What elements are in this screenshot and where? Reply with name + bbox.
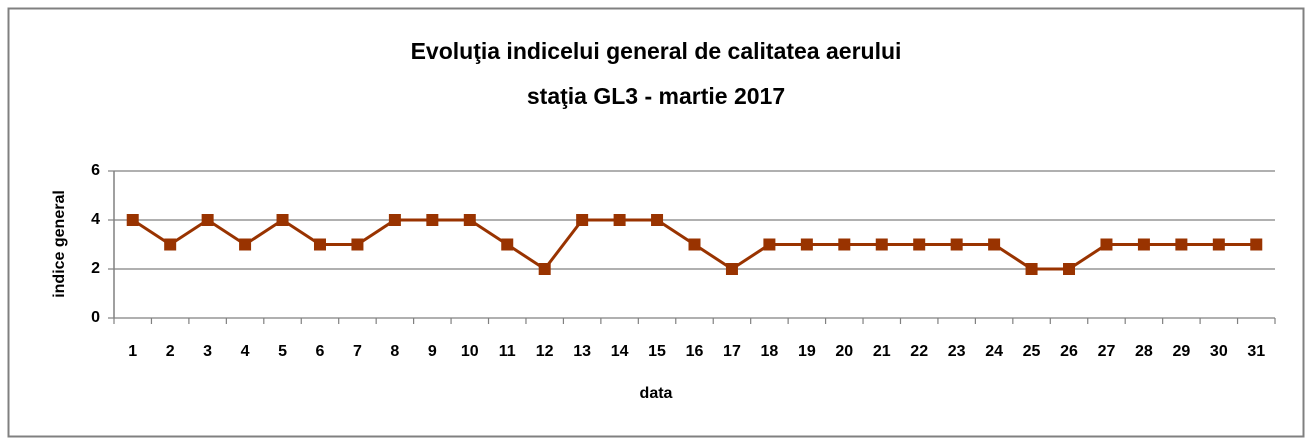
x-tick-label: 20 xyxy=(835,343,853,360)
data-point xyxy=(1100,238,1113,251)
data-point xyxy=(426,214,439,226)
data-point xyxy=(613,214,626,226)
data-point xyxy=(763,238,776,251)
x-tick-label: 13 xyxy=(573,343,591,360)
data-point xyxy=(838,238,851,251)
data-point xyxy=(313,238,326,251)
y-tick-label: 6 xyxy=(91,162,100,179)
data-point xyxy=(538,263,551,275)
data-point xyxy=(1025,263,1038,275)
data-point xyxy=(239,238,252,251)
x-tick-label: 28 xyxy=(1135,343,1153,360)
x-tick-label: 16 xyxy=(686,343,704,360)
data-point xyxy=(1175,238,1188,251)
data-point xyxy=(276,214,289,226)
y-tick-label: 0 xyxy=(91,309,100,326)
data-point xyxy=(651,214,664,226)
x-tick-label: 18 xyxy=(761,343,779,360)
data-point xyxy=(1063,263,1076,275)
data-point xyxy=(351,238,364,251)
x-tick-label: 25 xyxy=(1023,343,1041,360)
data-point xyxy=(725,263,738,275)
x-tick-label: 15 xyxy=(648,343,666,360)
data-point xyxy=(800,238,813,251)
y-tick-label: 4 xyxy=(91,211,100,228)
y-tick-label: 2 xyxy=(91,260,100,277)
data-point xyxy=(1137,238,1150,251)
x-tick-label: 4 xyxy=(241,343,250,360)
x-tick-label: 14 xyxy=(611,343,629,360)
data-point xyxy=(1250,238,1263,251)
data-point xyxy=(988,238,1001,251)
x-tick-label: 22 xyxy=(910,343,928,360)
x-tick-label: 27 xyxy=(1098,343,1116,360)
x-tick-label: 19 xyxy=(798,343,816,360)
x-tick-label: 9 xyxy=(428,343,437,360)
x-tick-label: 1 xyxy=(128,343,137,360)
data-point xyxy=(875,238,888,251)
x-tick-label: 30 xyxy=(1210,343,1228,360)
data-point xyxy=(913,238,926,251)
x-tick-label: 5 xyxy=(278,343,287,360)
data-point xyxy=(201,214,214,226)
data-point xyxy=(950,238,963,251)
data-point xyxy=(688,238,701,251)
x-axis-label: data xyxy=(640,385,673,402)
x-tick-label: 24 xyxy=(985,343,1003,360)
x-tick-label: 6 xyxy=(316,343,325,360)
x-tick-label: 17 xyxy=(723,343,741,360)
y-axis-label: indice general xyxy=(51,190,68,298)
x-tick-label: 11 xyxy=(499,343,516,360)
data-point xyxy=(388,214,401,226)
data-point xyxy=(1212,238,1225,251)
data-point xyxy=(463,214,476,226)
x-tick-label: 3 xyxy=(203,343,212,360)
x-tick-label: 26 xyxy=(1060,343,1078,360)
x-tick-label: 23 xyxy=(948,343,966,360)
x-tick-label: 31 xyxy=(1247,343,1265,360)
data-point xyxy=(576,214,589,226)
x-tick-label: 8 xyxy=(390,343,399,360)
x-tick-label: 10 xyxy=(461,343,479,360)
data-point xyxy=(164,238,177,251)
x-tick-label: 29 xyxy=(1172,343,1190,360)
x-tick-label: 12 xyxy=(536,343,554,360)
data-point xyxy=(501,238,514,251)
x-tick-label: 21 xyxy=(873,343,891,360)
data-point xyxy=(126,214,139,226)
x-tick-label: 2 xyxy=(166,343,175,360)
chart-title: Evoluţia indicelui general de calitatea … xyxy=(411,38,902,64)
chart-title: staţia GL3 - martie 2017 xyxy=(527,83,785,109)
x-tick-label: 7 xyxy=(353,343,362,360)
